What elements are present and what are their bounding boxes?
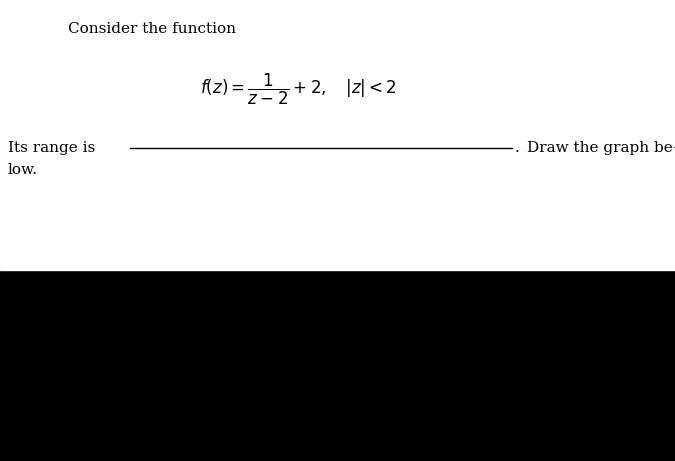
Text: Draw the graph be-: Draw the graph be- [527, 141, 675, 155]
Bar [0, 270, 675, 461]
Bar [0, 0, 675, 270]
Text: .: . [515, 141, 520, 155]
Text: Consider the function: Consider the function [68, 22, 236, 36]
Text: low.: low. [8, 163, 38, 177]
Text: Its range is: Its range is [8, 141, 95, 155]
Text: $f(z) = \dfrac{1}{z-2} + 2, \quad |z| < 2$: $f(z) = \dfrac{1}{z-2} + 2, \quad |z| < … [200, 72, 397, 107]
